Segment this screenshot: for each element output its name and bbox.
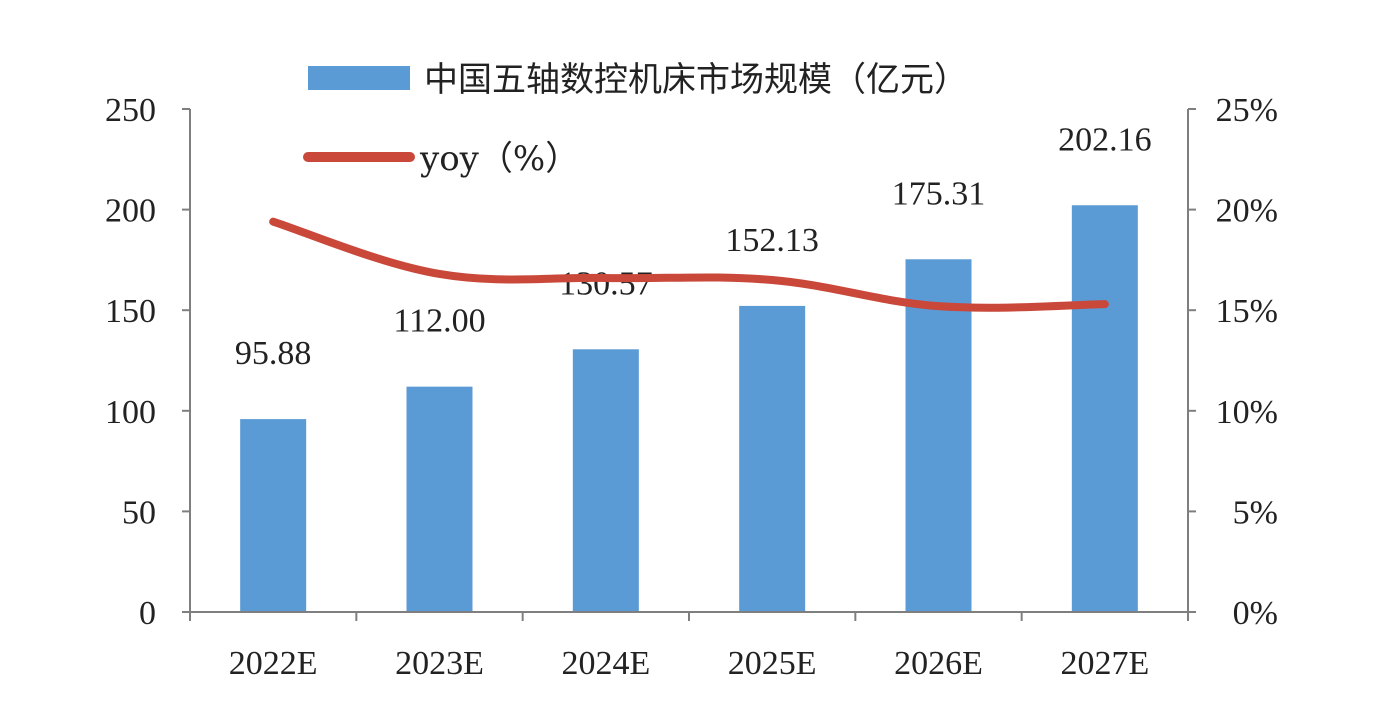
x-category-label: 2025E: [728, 645, 817, 682]
x-category-label: 2026E: [894, 645, 983, 682]
bars: [240, 205, 1138, 612]
bar-2027E: [1071, 205, 1138, 612]
x-category-label: 2027E: [1060, 645, 1149, 682]
right-tick-label: 5%: [1233, 494, 1278, 531]
right-tick-label: 0%: [1233, 595, 1278, 632]
right-tick-label: 20%: [1216, 193, 1278, 230]
left-tick-label: 250: [105, 92, 156, 129]
bar-2025E: [739, 305, 806, 612]
bar-value-label: 95.88: [235, 335, 312, 372]
legend-bar-swatch: [308, 66, 410, 90]
bar-value-label: 175.31: [892, 175, 986, 212]
right-tick-label: 15%: [1216, 293, 1278, 330]
legend: 中国五轴数控机床市场规模（亿元） yoy（%）: [303, 60, 968, 179]
legend-bar-label: 中国五轴数控机床市场规模（亿元）: [424, 60, 968, 100]
left-tick-label: 50: [122, 494, 156, 531]
bar-2026E: [905, 259, 972, 612]
bar-labels: 95.88 112.00 130.57 152.13 175.31 202.16: [235, 121, 1152, 372]
x-ticks: 2022E 2023E 2024E 2025E 2026E 2027E: [189, 612, 1189, 682]
left-tick-label: 100: [105, 394, 156, 431]
left-ticks: 0 50 100 150 200 250: [105, 92, 190, 632]
bar-value-label: 152.13: [725, 222, 819, 259]
bar-2023E: [406, 386, 473, 612]
right-ticks: 0% 5% 10% 15% 20% 25%: [1188, 92, 1278, 632]
left-tick-label: 0: [139, 595, 156, 632]
bar-2024E: [572, 349, 639, 612]
x-category-label: 2022E: [229, 645, 318, 682]
yoy-line: [269, 217, 1109, 312]
axes: [189, 109, 1189, 613]
x-category-label: 2024E: [561, 645, 650, 682]
right-tick-label: 25%: [1216, 92, 1278, 129]
left-tick-label: 150: [105, 293, 156, 330]
bar-value-label: 112.00: [393, 303, 485, 340]
bar-value-label: 202.16: [1058, 121, 1152, 158]
legend-line-label: yoy（%）: [419, 139, 579, 179]
bar-2022E: [240, 419, 307, 612]
right-tick-label: 10%: [1216, 394, 1278, 431]
yoy-line-group: [269, 217, 1109, 312]
x-category-label: 2023E: [395, 645, 484, 682]
bar-value-label: 130.57: [559, 265, 653, 302]
left-tick-label: 200: [105, 193, 156, 230]
